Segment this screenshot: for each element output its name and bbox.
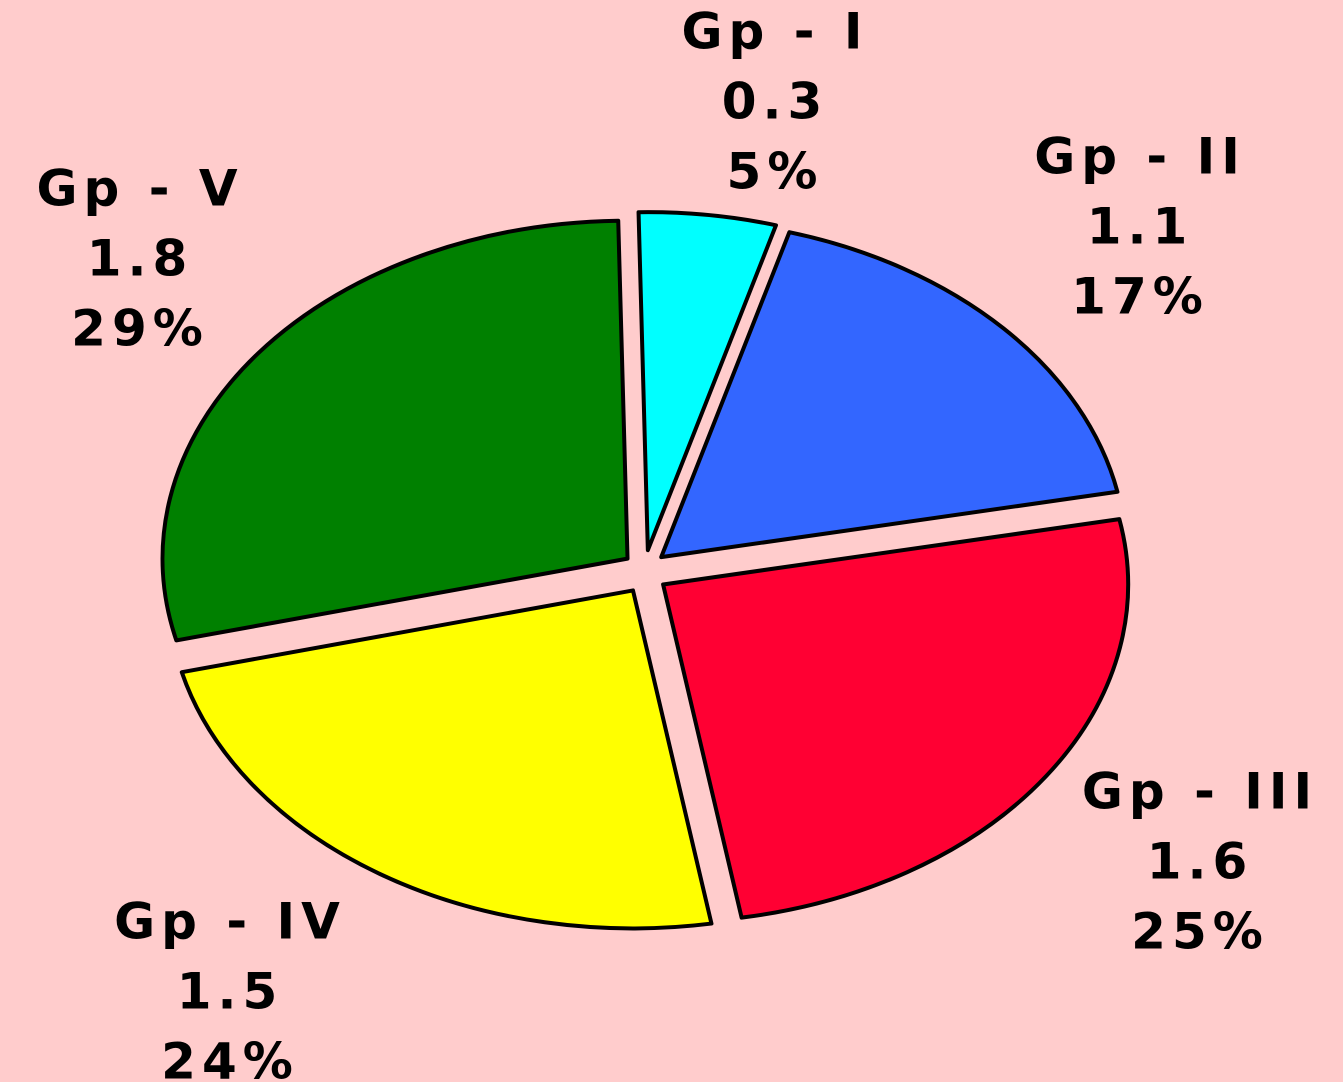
pie-slice bbox=[636, 210, 778, 553]
slice-label: Gp - I bbox=[681, 3, 868, 61]
pie-slice bbox=[659, 230, 1120, 560]
slice-label: Gp - V bbox=[36, 160, 243, 218]
percent-label: 5% bbox=[727, 143, 824, 201]
value-label: 1.6 bbox=[1147, 833, 1254, 891]
pie-slice bbox=[160, 218, 630, 643]
value-label: 1.8 bbox=[87, 230, 194, 288]
slice-label: Gp - III bbox=[1082, 763, 1318, 821]
slice-label: Gp - II bbox=[1034, 128, 1246, 186]
percent-label: 25% bbox=[1131, 903, 1269, 961]
percent-label: 17% bbox=[1071, 268, 1209, 326]
slice-label: Gp - IV bbox=[114, 893, 346, 951]
value-label: 1.5 bbox=[177, 963, 284, 1021]
percent-label: 24% bbox=[161, 1033, 299, 1082]
pie-slice bbox=[179, 588, 714, 931]
pie-slice bbox=[661, 517, 1131, 920]
percent-label: 29% bbox=[71, 300, 209, 358]
value-label: 0.3 bbox=[722, 73, 829, 131]
value-label: 1.1 bbox=[1087, 198, 1194, 256]
